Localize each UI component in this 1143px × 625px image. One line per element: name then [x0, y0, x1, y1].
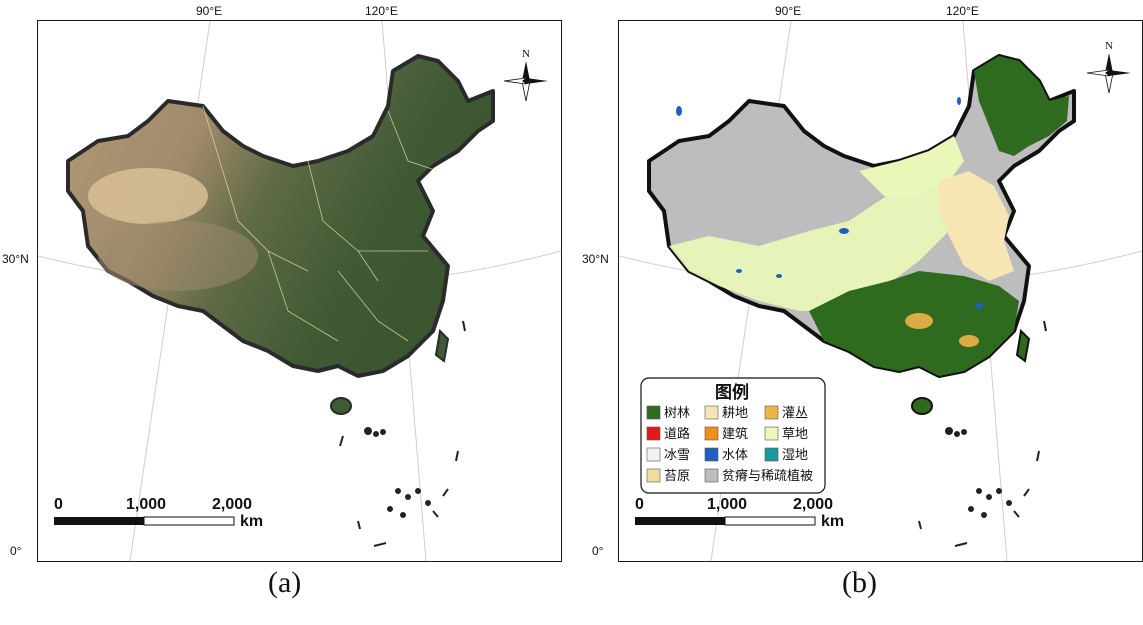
legend-label: 建筑 [722, 426, 748, 442]
legend-item: 苔原 [646, 468, 690, 484]
desert-basin [88, 168, 208, 224]
grassland-zone [669, 171, 959, 311]
scale-label-1000: 1,000 [126, 496, 166, 513]
lat-tick-0-a: 0° [10, 544, 22, 558]
caption-a: (a) [268, 566, 302, 599]
taiwan-island [1015, 328, 1031, 363]
legend-swatch [646, 426, 661, 441]
south-china-sea-islands [339, 320, 466, 547]
lon-tick-120e-a: 120°E [365, 4, 398, 18]
taiwan-island [434, 328, 450, 363]
legend-title: 图例 [715, 382, 749, 403]
scale-label-0: 0 [635, 496, 644, 513]
legend-swatch [764, 426, 779, 441]
legend-swatch [704, 405, 719, 420]
legend-label: 湿地 [782, 448, 808, 463]
plateau-region [98, 221, 258, 291]
legend-item: 耕地 [704, 405, 748, 421]
scale-unit: km [240, 513, 263, 530]
legend-item: 建筑 [704, 426, 748, 442]
legend-swatch [764, 447, 779, 462]
legend-label: 贫瘠与稀疏植被 [722, 468, 813, 484]
legend-swatch [646, 447, 661, 462]
legend-item: 树林 [646, 405, 690, 421]
legend-item: 灌丛 [764, 405, 808, 421]
lat-tick-0-b: 0° [592, 544, 604, 558]
northeast-forest [974, 56, 1069, 156]
legend-label: 冰雪 [664, 448, 690, 463]
satellite-map-panel: N 0 1,000 2,000 km [37, 20, 562, 562]
land-cover-map-panel: N 图例 树林 耕地 灌丛道路 建筑 草地冰雪 水体 湿地苔原 贫瘠与稀疏植被 0 1,000… [618, 20, 1143, 562]
scale-label-0: 0 [54, 496, 63, 513]
legend-label: 耕地 [722, 405, 748, 421]
legend-swatch [704, 468, 719, 483]
hainan-island [911, 397, 933, 415]
northern-grassland [859, 136, 964, 196]
legend-label: 道路 [664, 426, 690, 442]
scale-bar: 0 1,000 2,000 km [635, 496, 844, 530]
legend-item: 冰雪 [646, 447, 690, 463]
legend-label: 树林 [664, 406, 690, 421]
lon-tick-90e-a: 90°E [196, 4, 223, 18]
legend-label: 灌丛 [782, 406, 808, 421]
legend-swatch [704, 426, 719, 441]
lat-tick-30n-b: 30°N [582, 252, 609, 266]
scale-label-2000: 2,000 [212, 496, 252, 513]
south-china-sea-islands [918, 320, 1047, 547]
scale-unit: km [821, 513, 844, 530]
legend-item: 道路 [646, 426, 690, 442]
legend-swatch [646, 405, 661, 420]
lon-tick-90e-b: 90°E [775, 4, 802, 18]
lon-tick-120e-b: 120°E [946, 4, 979, 18]
legend-swatch [764, 405, 779, 420]
legend-swatch [646, 468, 661, 483]
north-label: N [1105, 40, 1113, 52]
legend-item: 水体 [704, 447, 748, 463]
north-label: N [522, 48, 530, 60]
lat-tick-30n-a: 30°N [2, 252, 29, 266]
scale-label-2000: 2,000 [793, 496, 833, 513]
water-bodies [676, 97, 983, 309]
shrub-patches [905, 313, 979, 347]
legend-label: 水体 [722, 448, 748, 463]
hainan-island [330, 397, 352, 415]
caption-b: (b) [842, 566, 877, 599]
legend-item: 湿地 [764, 447, 808, 463]
cropland-zone [939, 171, 1014, 281]
legend-label: 草地 [782, 427, 808, 442]
province-boundaries [202, 105, 439, 342]
legend-item: 贫瘠与稀疏植被 [704, 468, 813, 484]
china-landmass [66, 54, 495, 378]
north-arrow-icon: N [1086, 40, 1131, 94]
scale-bar: 0 1,000 2,000 km [54, 496, 263, 530]
legend-label: 苔原 [664, 469, 690, 484]
north-arrow-icon: N [503, 48, 548, 102]
scale-label-1000: 1,000 [707, 496, 747, 513]
satellite-map: N 0 1,000 2,000 km [38, 21, 561, 561]
legend-swatch [704, 447, 719, 462]
legend-item: 草地 [764, 426, 808, 442]
